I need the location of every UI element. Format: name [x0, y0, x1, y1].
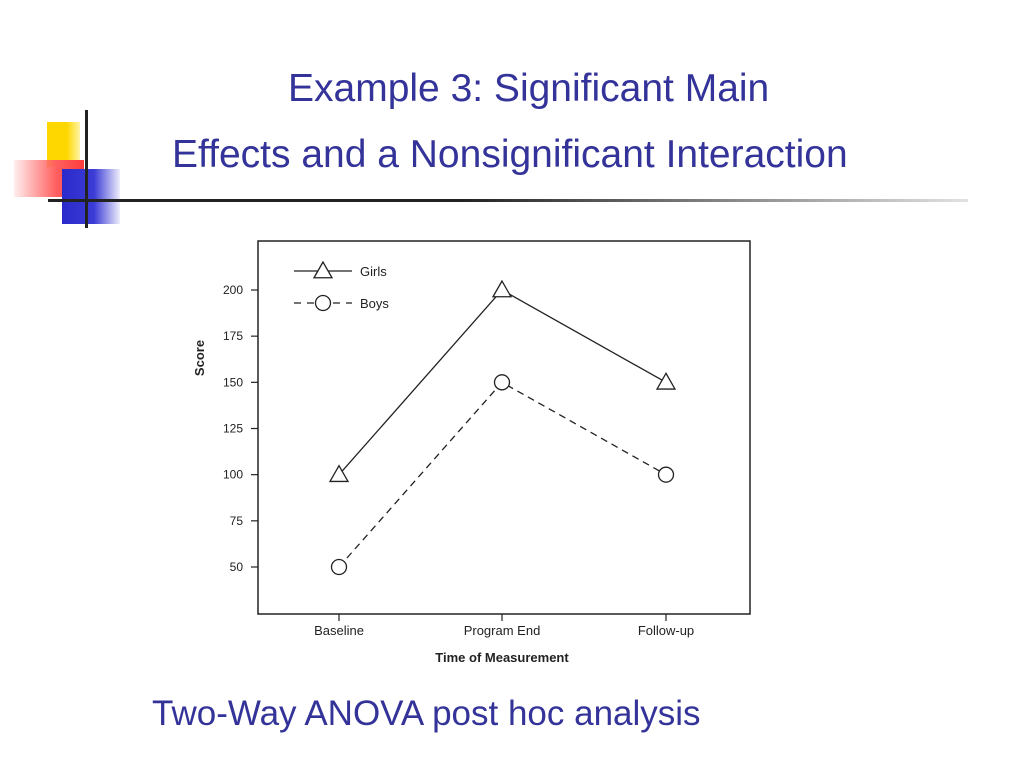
series-line-boys: [338, 381, 667, 568]
data-point-circle: [493, 374, 511, 391]
y-tick-label: 125: [223, 422, 243, 436]
y-tick-label: 50: [230, 560, 244, 574]
legend-item-girls: Girls: [294, 260, 387, 279]
data-point-triangle: [328, 464, 350, 483]
x-tick-label: Baseline: [314, 623, 364, 638]
chart-legend: Girls Boys: [294, 260, 389, 312]
series-layer: [328, 279, 677, 576]
deco-yellow-square: [47, 122, 80, 167]
data-point-triangle: [491, 279, 513, 298]
slide-title-line-1: Example 3: Significant Main: [288, 67, 770, 110]
x-tick-label: Program End: [464, 623, 541, 638]
legend-marker-triangle: [312, 260, 334, 279]
deco-vertical-rule: [85, 110, 88, 228]
y-tick-label: 175: [223, 329, 243, 343]
y-axis-label: Score: [192, 340, 207, 376]
x-tick-label: Follow-up: [638, 623, 694, 638]
y-tick-label: 75: [230, 514, 244, 528]
plot-frame: [257, 240, 751, 615]
deco-blue-square: [62, 169, 120, 224]
series-boys: [330, 374, 675, 576]
deco-horizontal-rule: [48, 199, 968, 202]
series-girls: [328, 279, 677, 483]
x-axis-label: Time of Measurement: [435, 650, 569, 665]
legend-label: Boys: [360, 296, 389, 311]
slide-caption: Two-Way ANOVA post hoc analysis: [152, 694, 701, 733]
legend-label: Girls: [360, 264, 387, 279]
x-axis-ticks: Baseline Program End Follow-up: [314, 614, 694, 638]
y-axis-ticks: 50 75 100 125 150 175 200: [223, 283, 258, 574]
y-tick-label: 200: [223, 283, 243, 297]
y-tick-label: 150: [223, 375, 243, 389]
data-point-circle: [657, 466, 675, 483]
legend-item-boys: Boys: [294, 294, 389, 312]
slide-title-line-2: Effects and a Nonsignificant Interaction: [172, 133, 848, 176]
legend-marker-circle: [314, 294, 332, 312]
data-point-circle: [330, 558, 348, 576]
y-tick-label: 100: [223, 468, 243, 482]
data-point-triangle: [655, 372, 677, 390]
